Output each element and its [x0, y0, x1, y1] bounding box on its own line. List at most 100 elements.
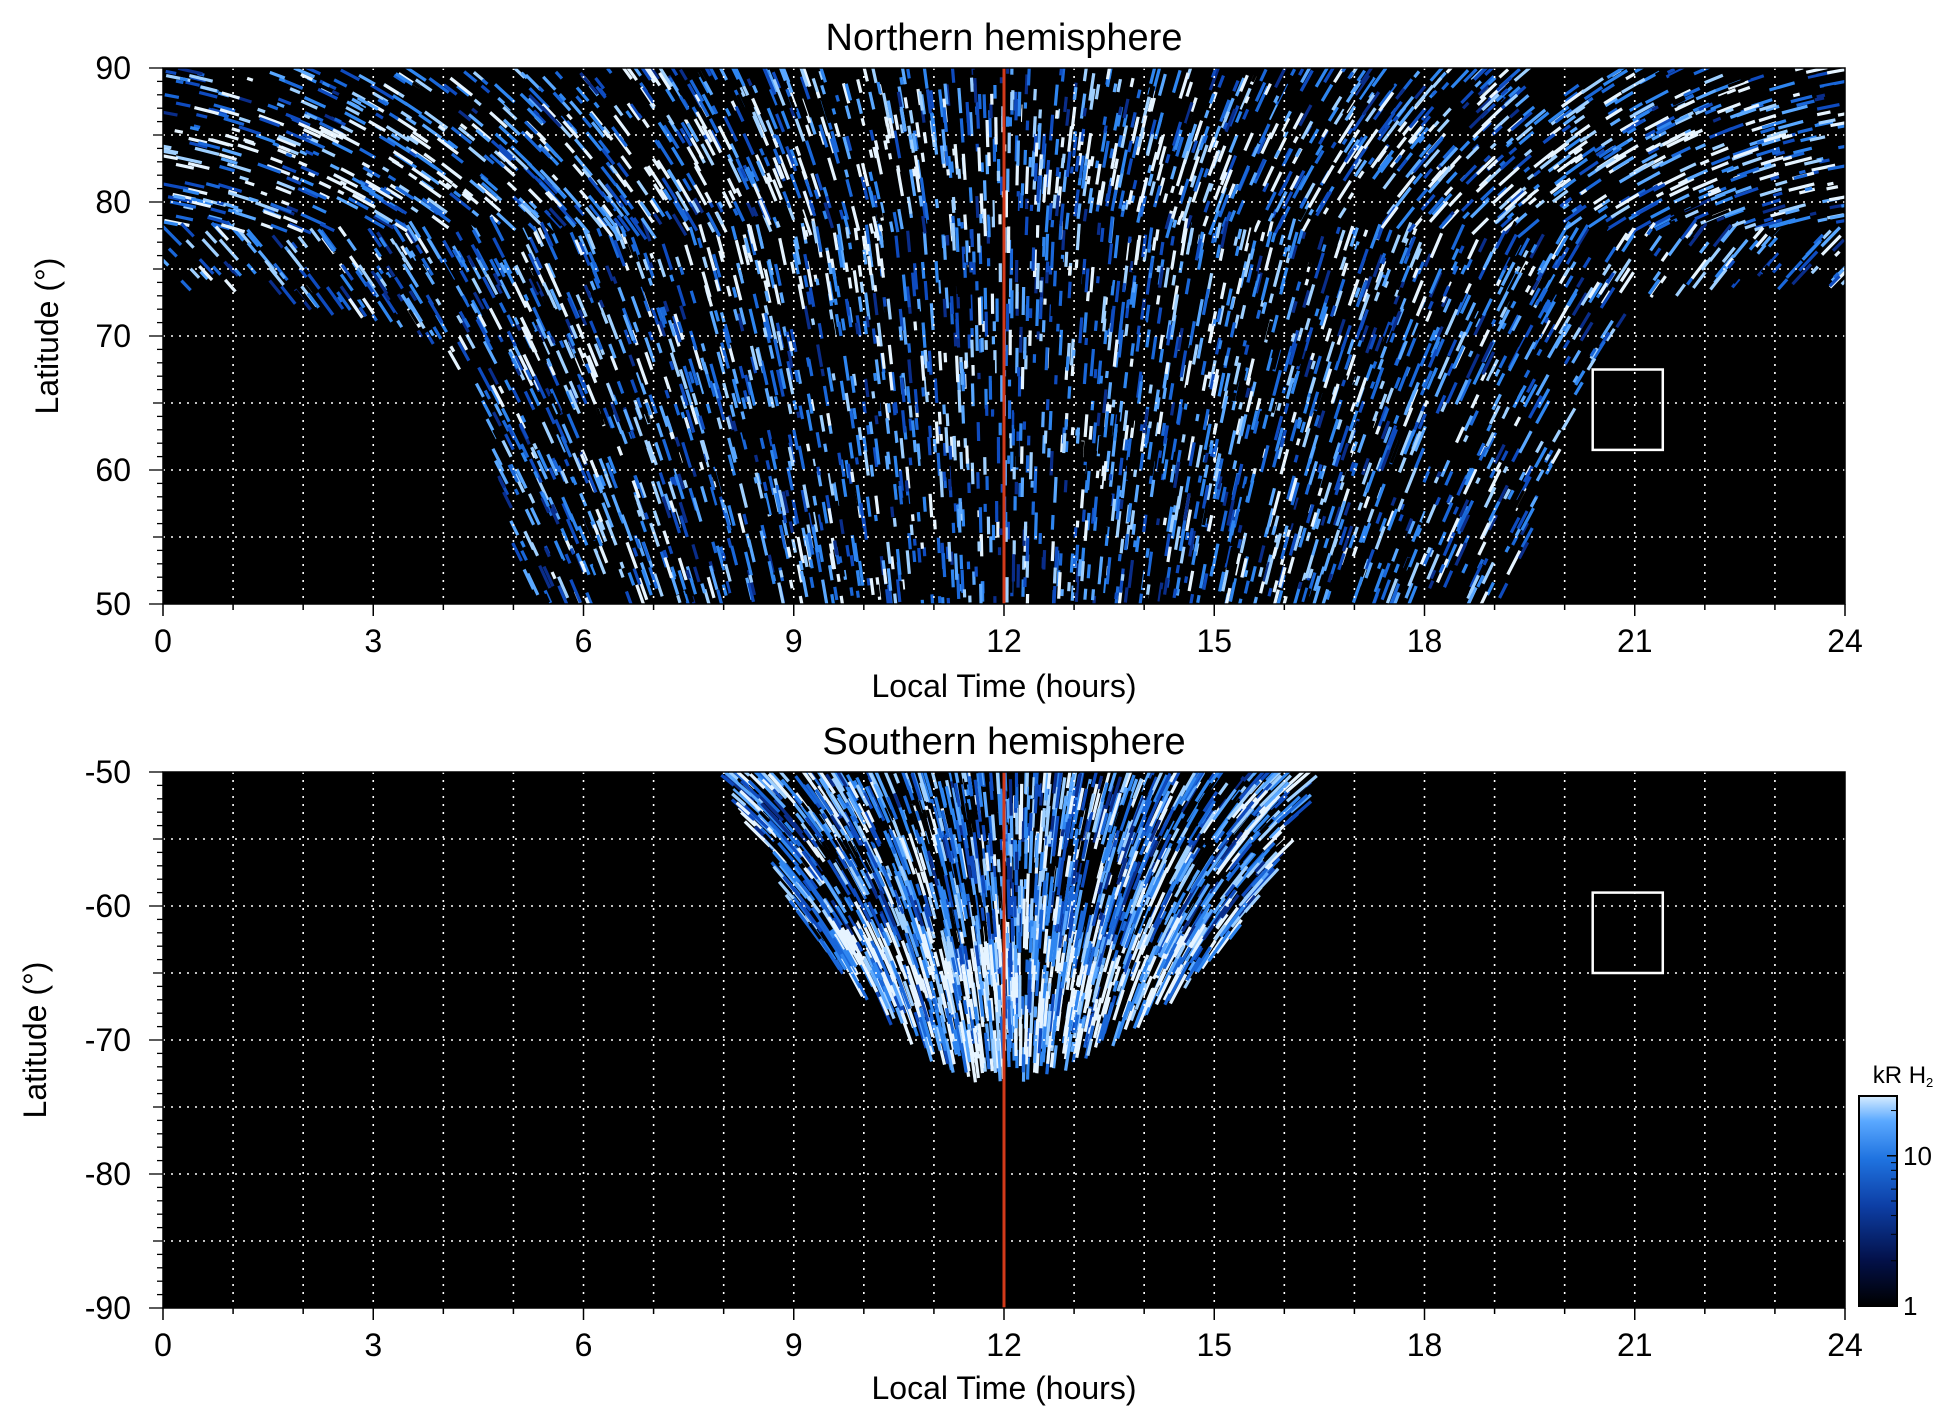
heatmap-cell [1830, 119, 1845, 128]
heatmap-cell [1291, 68, 1303, 78]
heatmap-cell [1076, 427, 1081, 436]
heatmap-cell [970, 462, 975, 485]
heatmap-cell [979, 213, 983, 224]
heatmap-cell [642, 258, 650, 271]
heatmap-cell [768, 481, 778, 509]
heatmap-cell [759, 437, 766, 450]
heatmap-cell [727, 454, 737, 476]
heatmap-cell [619, 68, 633, 80]
heatmap-cell [1104, 255, 1109, 266]
heatmap-cell [1282, 595, 1288, 604]
heatmap-cell [1582, 129, 1597, 141]
heatmap-cell [389, 107, 410, 123]
heatmap-cell [857, 265, 863, 277]
heatmap-cell [998, 263, 1002, 283]
heatmap-cell [768, 315, 779, 344]
heatmap-cell [297, 235, 309, 249]
heatmap-cell [1450, 223, 1465, 251]
heatmap-cell [474, 312, 488, 334]
heatmap-cell [1145, 548, 1150, 558]
heatmap-cell [370, 83, 395, 101]
heatmap-cell [1452, 285, 1466, 309]
heatmap-cell [515, 412, 527, 430]
heatmap-cell [885, 134, 890, 144]
heatmap-cell [1032, 116, 1037, 138]
heatmap-cell [1500, 216, 1513, 228]
heatmap-cell [1067, 582, 1071, 592]
heatmap-cell [675, 256, 682, 268]
heatmap-cell [1491, 258, 1503, 277]
heatmap-cell [1794, 238, 1816, 261]
heatmap-cell [636, 261, 646, 280]
heatmap-cell [1453, 460, 1467, 485]
heatmap-cell [827, 472, 835, 496]
heatmap-cell [585, 131, 603, 152]
heatmap-cell [1129, 358, 1134, 367]
heatmap-cell [989, 195, 993, 217]
heatmap-cell [614, 392, 624, 410]
heatmap-cell [836, 223, 844, 251]
heatmap-cell [1078, 155, 1085, 181]
heatmap-cell [796, 201, 805, 219]
heatmap-cell [1565, 216, 1583, 230]
heatmap-cell [375, 112, 384, 120]
heatmap-cell [1028, 452, 1033, 480]
heatmap-cell [794, 118, 806, 142]
heatmap-cell [810, 318, 816, 326]
heatmap-cell [1104, 370, 1109, 379]
heatmap-cell [822, 385, 830, 407]
heatmap-cell [1251, 273, 1261, 298]
heatmap-cell [280, 285, 297, 305]
heatmap-cell [1009, 582, 1013, 593]
heatmap-cell [1085, 585, 1091, 604]
heatmap-cell [1440, 459, 1451, 478]
heatmap-cell [1050, 514, 1055, 530]
heatmap-cell [1117, 589, 1123, 604]
heatmap-cell [512, 344, 522, 357]
heatmap-cell [599, 206, 618, 228]
heatmap-cell [991, 336, 996, 345]
heatmap-cell [493, 83, 516, 104]
heatmap-cell [991, 360, 996, 381]
heatmap-cell [1607, 107, 1619, 116]
heatmap-cell [1656, 120, 1673, 132]
heatmap-cell [922, 547, 927, 557]
heatmap-cell [1308, 208, 1315, 216]
heatmap-cell [1489, 468, 1497, 479]
heatmap-cell [1721, 246, 1736, 264]
heatmap-cell [1129, 510, 1136, 530]
heatmap-cell [1021, 103, 1026, 128]
heatmap-cell [1147, 173, 1154, 187]
heatmap-cell [482, 314, 491, 326]
heatmap-cell [1233, 373, 1241, 391]
heatmap-cell [882, 468, 888, 480]
heatmap-cell [1084, 268, 1090, 293]
heatmap-cell [841, 478, 848, 498]
heatmap-cell [1394, 289, 1400, 298]
heatmap-cell [1535, 469, 1545, 482]
heatmap-cell [981, 409, 986, 425]
heatmap-cell [548, 467, 557, 481]
heatmap-cell [732, 432, 739, 444]
heatmap-cell [1455, 291, 1469, 316]
heatmap-cell [1344, 354, 1357, 380]
heatmap-cell [769, 396, 775, 409]
heatmap-cell [1020, 446, 1024, 464]
heatmap-cell [1035, 225, 1040, 238]
heatmap-cell [1271, 589, 1280, 604]
heatmap-cell [1429, 68, 1445, 82]
heatmap-cell [1264, 247, 1273, 271]
heatmap-cell [911, 272, 917, 297]
heatmap-cell [473, 98, 482, 107]
heatmap-cell [1170, 235, 1175, 246]
heatmap-cell [246, 231, 260, 248]
heatmap-cell [1807, 70, 1832, 79]
heatmap-cell [1045, 399, 1050, 411]
heatmap-cell [1785, 202, 1794, 208]
heatmap-cell [1563, 355, 1571, 365]
heatmap-cell [1504, 233, 1518, 256]
heatmap-cell [1009, 433, 1013, 449]
heatmap-cell [1234, 110, 1243, 123]
heatmap-cell [1486, 158, 1499, 171]
heatmap-cell [860, 162, 870, 187]
